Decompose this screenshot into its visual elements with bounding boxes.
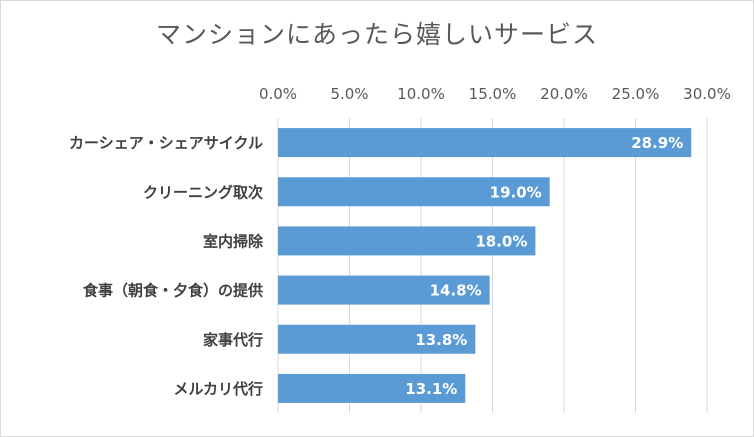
x-tick-label: 25.0% [612,85,660,103]
chart-title: マンションにあったら嬉しいサービス [155,20,598,49]
category-label: カーシェア・シェアサイクル [69,134,263,152]
x-tick-label: 10.0% [397,85,445,103]
data-label: 28.9% [631,134,683,152]
bar [278,324,476,354]
category-label: 家事代行 [203,331,263,349]
bar [278,275,490,305]
data-label: 13.1% [405,380,457,398]
data-label: 14.8% [430,282,482,300]
x-tick-label: 30.0% [683,85,731,103]
data-label: 13.8% [415,331,467,349]
x-tick-label: 20.0% [540,85,588,103]
data-label: 18.0% [475,232,527,250]
category-label: クリーニング取次 [143,183,263,201]
bar [278,226,536,256]
bar [278,128,692,158]
category-label: 室内掃除 [203,232,264,250]
x-tick-label: 0.0% [259,85,297,103]
category-label: メルカリ代行 [173,380,263,398]
bar [278,177,550,207]
bar [278,373,466,403]
category-label: 食事（朝食・夕食）の提供 [83,282,263,300]
data-label: 19.0% [490,183,542,201]
x-tick-label: 15.0% [469,85,517,103]
x-tick-label: 5.0% [330,85,368,103]
